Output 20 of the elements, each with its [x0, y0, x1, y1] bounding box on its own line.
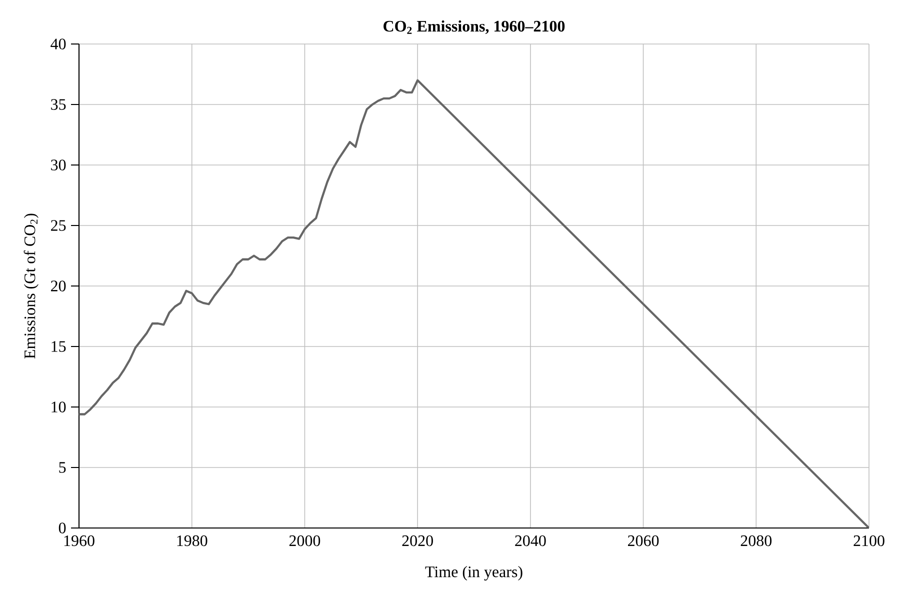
y-tick-label: 35	[51, 99, 66, 110]
x-axis-title: Time (in years)	[425, 566, 522, 581]
x-tick-label: 2020	[402, 535, 433, 546]
y-tick-label: 20	[51, 280, 66, 292]
x-tick-label: 2080	[740, 535, 772, 546]
x-tick-label: 2000	[289, 535, 320, 546]
x-tick-label: 2100	[854, 535, 884, 546]
y-tick-label: 40	[50, 38, 66, 50]
y-tick-label: 25	[51, 220, 66, 231]
x-tick-label: 2060	[628, 535, 659, 546]
y-axis-title: Emissions (Gt of CO$_{2}$)	[24, 214, 38, 359]
x-tick-label: 1960	[64, 535, 94, 546]
y-tick-label: 15	[52, 341, 66, 352]
chart-title: CO$_{2}$ Emissions, 1960–2100	[384, 20, 565, 34]
y-tick-label: 30	[51, 160, 66, 170]
x-tick-label: 2040	[515, 535, 546, 546]
y-tick-label: 5	[59, 462, 66, 473]
y-tick-label: 0	[58, 522, 66, 534]
y-tick-label: 10	[52, 402, 66, 412]
x-tick-label: 1980	[177, 535, 208, 546]
